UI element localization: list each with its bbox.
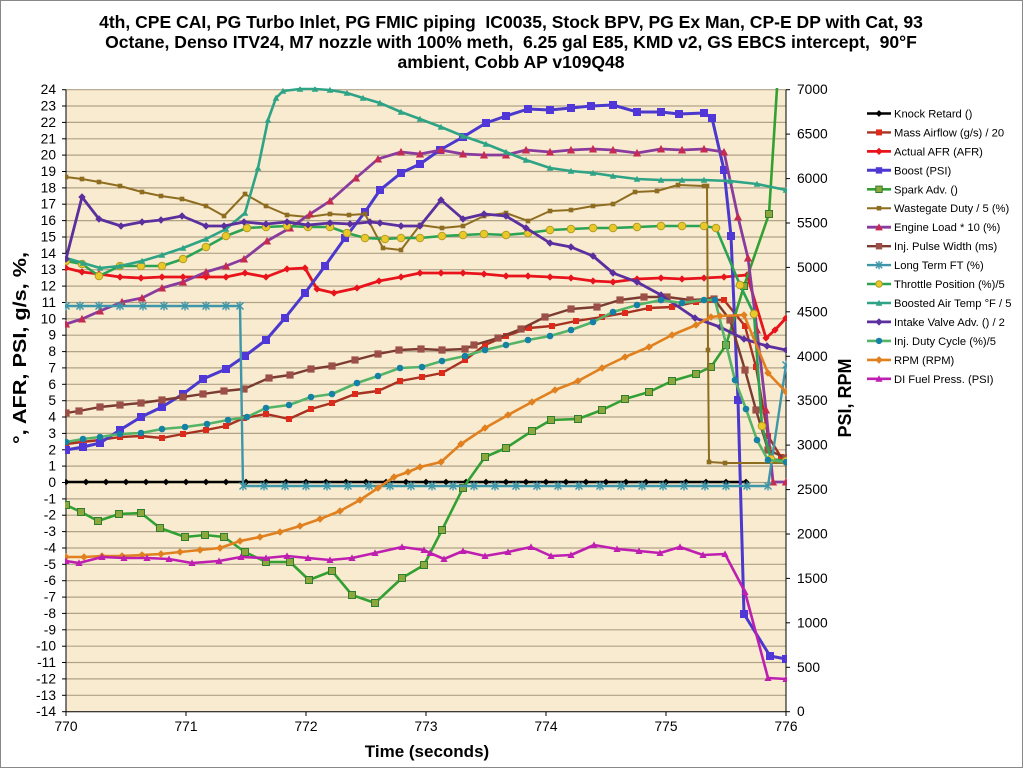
svg-text:-7: -7 bbox=[44, 590, 56, 605]
svg-text:5000: 5000 bbox=[797, 260, 828, 275]
svg-text:3: 3 bbox=[48, 426, 56, 441]
svg-text:7: 7 bbox=[48, 360, 56, 375]
svg-text:5500: 5500 bbox=[797, 216, 828, 231]
svg-text:19: 19 bbox=[41, 164, 57, 179]
svg-text:2: 2 bbox=[48, 442, 56, 457]
svg-text:773: 773 bbox=[414, 719, 437, 734]
svg-text:14: 14 bbox=[41, 246, 57, 261]
svg-text:5: 5 bbox=[48, 393, 56, 408]
svg-text:22: 22 bbox=[41, 115, 56, 130]
svg-text:772: 772 bbox=[294, 719, 317, 734]
svg-text:774: 774 bbox=[534, 719, 557, 734]
svg-text:0: 0 bbox=[797, 704, 805, 719]
svg-text:Intake Valve Adv. () / 2: Intake Valve Adv. () / 2 bbox=[894, 317, 1005, 329]
svg-text:Engine Load * 10 (%): Engine Load * 10 (%) bbox=[894, 222, 1001, 234]
svg-text:Spark Adv. (): Spark Adv. () bbox=[894, 184, 958, 196]
svg-text:18: 18 bbox=[41, 180, 57, 195]
svg-text:1000: 1000 bbox=[797, 615, 828, 630]
svg-text:7000: 7000 bbox=[797, 82, 828, 97]
svg-text:-10: -10 bbox=[36, 639, 56, 654]
svg-text:Wastegate Duty / 5 (%): Wastegate Duty / 5 (%) bbox=[894, 203, 1010, 215]
svg-text:RPM (RPM): RPM (RPM) bbox=[894, 355, 955, 367]
svg-text:16: 16 bbox=[41, 213, 57, 228]
svg-text:17: 17 bbox=[41, 197, 56, 212]
svg-text:-13: -13 bbox=[36, 688, 56, 703]
svg-text:Throttle Position (%)/5: Throttle Position (%)/5 bbox=[894, 279, 1005, 291]
svg-text:6500: 6500 bbox=[797, 127, 828, 142]
svg-text:-1: -1 bbox=[44, 491, 56, 506]
svg-text:-11: -11 bbox=[37, 655, 56, 670]
svg-text:8: 8 bbox=[48, 344, 56, 359]
svg-text:20: 20 bbox=[41, 148, 57, 163]
svg-text:-2: -2 bbox=[44, 508, 56, 523]
svg-text:10: 10 bbox=[41, 311, 57, 326]
svg-text:771: 771 bbox=[174, 719, 197, 734]
svg-text:770: 770 bbox=[54, 719, 77, 734]
svg-text:2500: 2500 bbox=[797, 482, 828, 497]
svg-text:13: 13 bbox=[41, 262, 57, 277]
svg-text:Inj. Duty Cycle (%)/5: Inj. Duty Cycle (%)/5 bbox=[894, 336, 996, 348]
svg-text:23: 23 bbox=[41, 99, 57, 114]
svg-text:4000: 4000 bbox=[797, 349, 828, 364]
svg-text:PSI, RPM: PSI, RPM bbox=[835, 358, 855, 437]
svg-text:0: 0 bbox=[48, 475, 56, 490]
svg-text:°, AFR, PSI, g/s, %,: °, AFR, PSI, g/s, %, bbox=[10, 252, 30, 444]
svg-text:-8: -8 bbox=[44, 606, 57, 621]
svg-text:4500: 4500 bbox=[797, 304, 828, 319]
svg-text:ambient, Cobb AP v109Q48: ambient, Cobb AP v109Q48 bbox=[397, 52, 624, 72]
svg-text:Time (seconds): Time (seconds) bbox=[365, 742, 489, 761]
svg-text:3500: 3500 bbox=[797, 393, 828, 408]
svg-text:Long Term FT (%): Long Term FT (%) bbox=[894, 260, 984, 272]
svg-text:1: 1 bbox=[48, 459, 56, 474]
svg-text:4: 4 bbox=[48, 410, 56, 425]
svg-text:DI Fuel Press. (PSI): DI Fuel Press. (PSI) bbox=[894, 374, 994, 386]
svg-text:21: 21 bbox=[41, 131, 56, 146]
svg-text:15: 15 bbox=[41, 230, 57, 245]
svg-text:-14: -14 bbox=[36, 704, 56, 719]
svg-text:12: 12 bbox=[41, 279, 56, 294]
svg-text:-5: -5 bbox=[44, 557, 57, 572]
svg-text:Boost (PSI): Boost (PSI) bbox=[894, 165, 951, 177]
svg-text:24: 24 bbox=[41, 82, 57, 97]
svg-text:1500: 1500 bbox=[797, 571, 828, 586]
svg-text:-6: -6 bbox=[44, 573, 57, 588]
svg-text:-12: -12 bbox=[36, 671, 56, 686]
svg-text:-4: -4 bbox=[44, 541, 57, 556]
svg-text:11: 11 bbox=[42, 295, 56, 310]
svg-text:2000: 2000 bbox=[797, 527, 828, 542]
svg-text:Actual AFR (AFR): Actual AFR (AFR) bbox=[894, 146, 983, 158]
svg-text:6: 6 bbox=[48, 377, 56, 392]
svg-text:6000: 6000 bbox=[797, 171, 828, 186]
svg-text:Octane, Denso ITV24, M7 nozzle: Octane, Denso ITV24, M7 nozzle with 100%… bbox=[105, 32, 917, 52]
svg-text:4th, CPE CAI, PG Turbo Inlet,: 4th, CPE CAI, PG Turbo Inlet, PG FMIC pi… bbox=[99, 12, 923, 32]
svg-text:500: 500 bbox=[797, 660, 820, 675]
svg-text:9: 9 bbox=[48, 328, 56, 343]
svg-text:Knock Retard (): Knock Retard () bbox=[894, 109, 973, 121]
svg-text:Inj. Pulse Width (ms): Inj. Pulse Width (ms) bbox=[894, 241, 997, 253]
svg-text:3000: 3000 bbox=[797, 438, 828, 453]
svg-text:775: 775 bbox=[654, 719, 677, 734]
svg-text:Boosted Air Temp °F / 5: Boosted Air Temp °F / 5 bbox=[894, 298, 1011, 310]
svg-text:776: 776 bbox=[774, 719, 797, 734]
svg-text:-3: -3 bbox=[44, 524, 57, 539]
svg-text:Mass Airflow (g/s) / 20: Mass Airflow (g/s) / 20 bbox=[894, 127, 1004, 139]
svg-text:-9: -9 bbox=[44, 622, 57, 637]
